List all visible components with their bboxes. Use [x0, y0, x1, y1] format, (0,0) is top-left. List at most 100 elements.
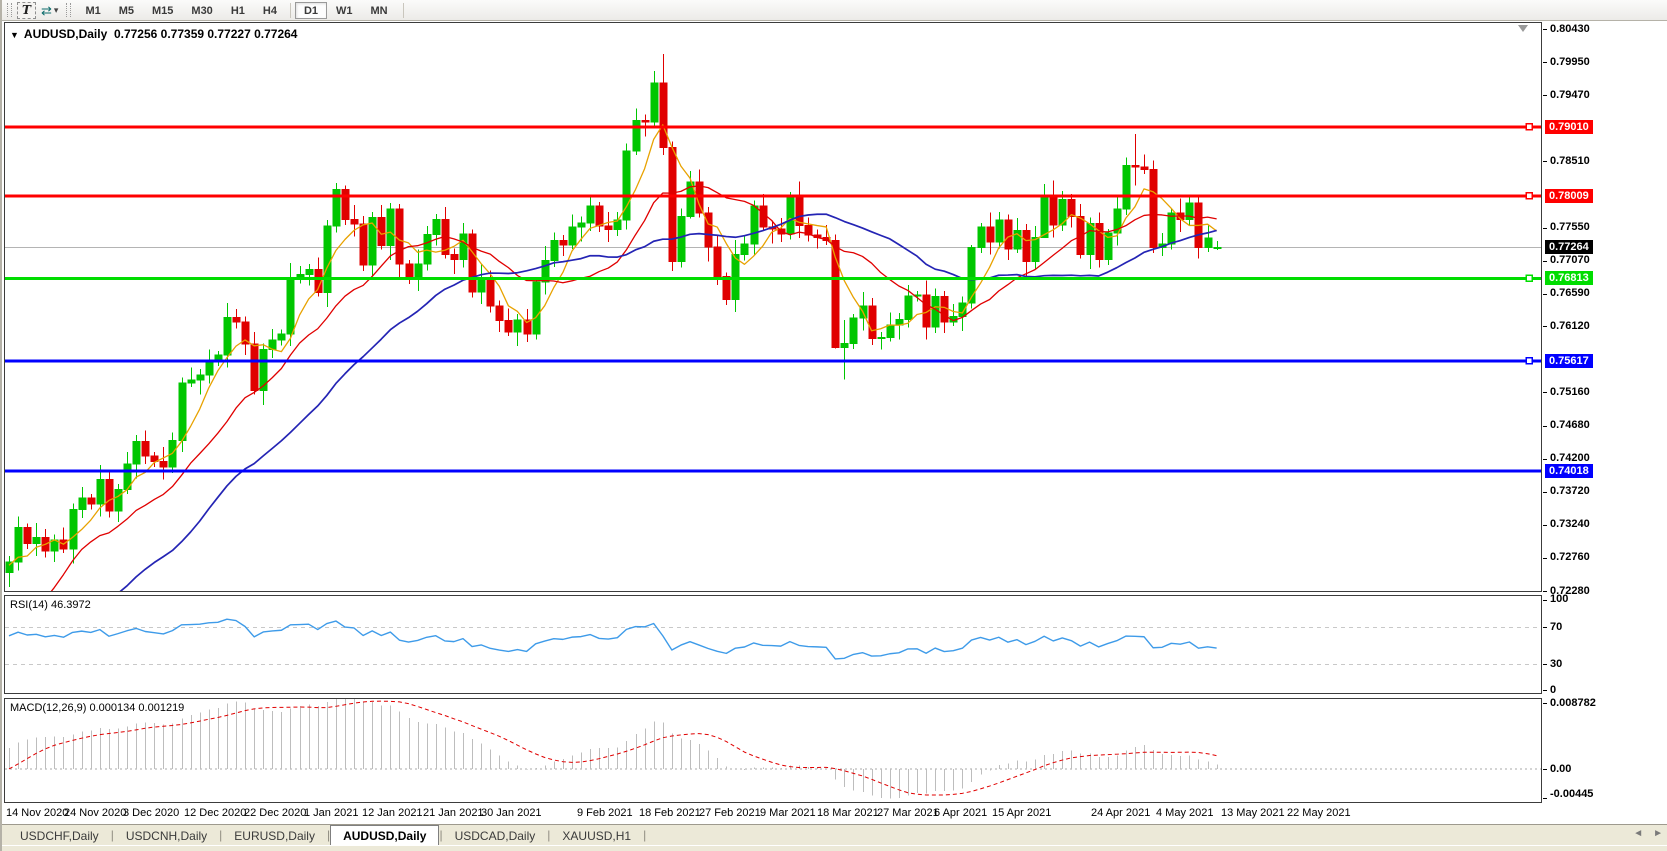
axis-tick — [1543, 599, 1547, 601]
date-tick-label: 9 Feb 2021 — [577, 807, 633, 819]
price-tick-label: 0.77550 — [1550, 221, 1590, 234]
current-price-badge: 0.77264 — [1545, 240, 1593, 255]
rsi-tick-label: 100 — [1550, 593, 1569, 605]
axis-tick — [1543, 293, 1547, 295]
main-chart-pane[interactable] — [4, 22, 1542, 592]
axis-tick — [1543, 591, 1547, 593]
axis-tick — [1543, 62, 1547, 64]
macd-values: 0.000134 0.001219 — [89, 702, 185, 714]
timeframe-button-m15[interactable]: M15 — [152, 4, 174, 17]
symbol-period-label: AUDUSD,Daily — [23, 27, 108, 41]
date-axis[interactable]: 14 Nov 2020 24 Nov 2020 3 Dec 2020 12 Dec 2… — [4, 803, 1542, 824]
status-strip — [2, 845, 1667, 851]
date-tick-label: 14 Nov 2020 — [6, 807, 69, 819]
tab-separator: | — [326, 828, 331, 842]
toolbar-separator — [402, 2, 404, 18]
date-tick-label: 12 Jan 2021 — [362, 807, 423, 819]
date-tick-label: 27 Mar 2021 — [877, 807, 939, 819]
timeframe-button-d1[interactable]: D1 — [294, 1, 327, 19]
tab-separator: | — [439, 828, 443, 842]
hline-price-badge: 0.78009 — [1545, 188, 1593, 203]
chart-tab-bar: USDCHF,Daily | USDCNH,Daily | EURUSD,Daily | A… — [2, 824, 1667, 845]
pane-divider[interactable] — [4, 694, 1542, 698]
price-tick-label: 0.77070 — [1550, 254, 1590, 267]
axis-tick — [1543, 260, 1547, 262]
axis-tick — [1543, 326, 1547, 328]
axis-tick — [1543, 458, 1547, 460]
macd-pane[interactable] — [4, 698, 1542, 803]
axis-tick — [1543, 798, 1547, 799]
scroll-right-icon[interactable]: ► — [1653, 828, 1663, 839]
timeframe-button-w1[interactable]: W1 — [336, 4, 353, 17]
timeframe-button-m30[interactable]: M30 — [191, 4, 213, 17]
macd-indicator-label: MACD(12,26,9) 0.000134 0.001219 — [10, 702, 185, 714]
price-tick-label: 0.72280 — [1550, 584, 1590, 597]
axis-tick — [1543, 690, 1547, 691]
top-toolbar: T ⇄ ▾ M1 M5 M15 M30 H1 H4 D1 W1 MN — [2, 0, 1667, 21]
axis-tick — [1543, 491, 1547, 493]
macd-tick-label: 0.00 — [1550, 762, 1572, 775]
rsi-pane[interactable] — [4, 595, 1542, 694]
timeframe-button-mn[interactable]: MN — [370, 4, 388, 17]
chart-tab-usdcnh[interactable]: USDCNH,Daily — [125, 829, 208, 843]
tab-separator: | — [110, 828, 114, 842]
timeframe-button-m5[interactable]: M5 — [118, 4, 134, 17]
timeframe-button-h4[interactable]: H4 — [262, 4, 277, 17]
chart-tab-usdcad[interactable]: USDCAD,Daily — [454, 829, 536, 843]
price-tick-label: 0.79950 — [1550, 55, 1590, 68]
price-tick-label: 0.76590 — [1550, 287, 1590, 300]
price-tick-label: 0.73240 — [1550, 518, 1590, 531]
price-tick-label: 0.79470 — [1550, 88, 1590, 101]
chart-title: ▼ AUDUSD,Daily 0.77256 0.77359 0.77227 0.… — [10, 27, 297, 41]
chart-tab-xauusd[interactable]: XAUUSD,H1 — [562, 829, 632, 843]
toolbar-grip[interactable] — [7, 3, 12, 17]
chart-tab-audusd[interactable]: AUDUSD,Daily — [330, 825, 440, 845]
chart-tab-usdchf[interactable]: USDCHF,Daily — [20, 829, 99, 843]
macd-tick-label: 0.008782 — [1550, 696, 1596, 709]
timeframe-button-m1[interactable]: M1 — [85, 4, 101, 17]
hline-price-badge: 0.75617 — [1545, 353, 1593, 368]
date-tick-label: 22 May 2021 — [1287, 807, 1351, 819]
chart-shift-marker[interactable] — [1518, 25, 1528, 32]
hline-price-badge: 0.76813 — [1545, 271, 1593, 286]
hline-price-badge: 0.74018 — [1545, 464, 1593, 479]
price-tick-label: 0.73720 — [1550, 485, 1590, 498]
macd-tick-label: -0.00445 — [1550, 788, 1594, 800]
timeframe-button-h1[interactable]: H1 — [230, 4, 245, 17]
date-tick-label: 1 Jan 2021 — [304, 807, 359, 819]
chart-tab-eurusd[interactable]: EURUSD,Daily — [234, 829, 315, 843]
chevron-down-icon: ▾ — [53, 4, 59, 15]
date-tick-label: 21 Jan 2021 — [423, 807, 484, 819]
axis-tick — [1543, 161, 1547, 163]
date-tick-label: 6 Apr 2021 — [934, 807, 988, 819]
price-tick-label: 0.80430 — [1550, 22, 1590, 35]
price-axis[interactable]: 0.79010 0.78009 0.76813 0.75617 0.74018 0.772… — [1543, 22, 1667, 803]
cycle-tool-button[interactable]: ⇄ ▾ — [38, 2, 61, 19]
axis-tick — [1543, 95, 1547, 97]
rsi-tick-label: 30 — [1550, 657, 1563, 670]
collapse-triangle-icon[interactable]: ▼ — [10, 30, 19, 40]
text-tool-button[interactable]: T — [17, 1, 36, 19]
date-tick-label: 15 Apr 2021 — [992, 807, 1052, 819]
date-tick-label: 4 May 2021 — [1156, 807, 1214, 819]
rsi-tick-label: 0 — [1550, 683, 1557, 696]
price-tick-label: 0.76120 — [1550, 319, 1590, 332]
date-tick-label: 18 Mar 2021 — [817, 807, 879, 819]
toolbar-grip[interactable] — [66, 3, 72, 17]
ohlc-readout: 0.77256 0.77359 0.77227 0.77264 — [113, 27, 298, 41]
timeframe-toolbar: M1 M5 M15 M30 H1 H4 D1 W1 MN — [76, 1, 396, 19]
scroll-left-icon[interactable]: ◄ — [1633, 828, 1644, 839]
tab-separator: | — [643, 828, 647, 842]
date-tick-label: 9 Mar 2021 — [760, 807, 816, 819]
tab-separator: | — [219, 828, 223, 842]
pane-divider[interactable] — [4, 592, 1542, 595]
price-tick-label: 0.74200 — [1550, 452, 1590, 465]
date-tick-label: 22 Dec 2020 — [244, 807, 307, 819]
tab-separator: | — [547, 828, 551, 842]
date-tick-label: 24 Apr 2021 — [1091, 807, 1151, 819]
rsi-indicator-label: RSI(14) 46.3972 — [10, 599, 91, 611]
date-tick-label: 24 Nov 2020 — [64, 807, 127, 819]
axis-tick — [1543, 769, 1547, 770]
toolbar-separator — [289, 2, 291, 18]
